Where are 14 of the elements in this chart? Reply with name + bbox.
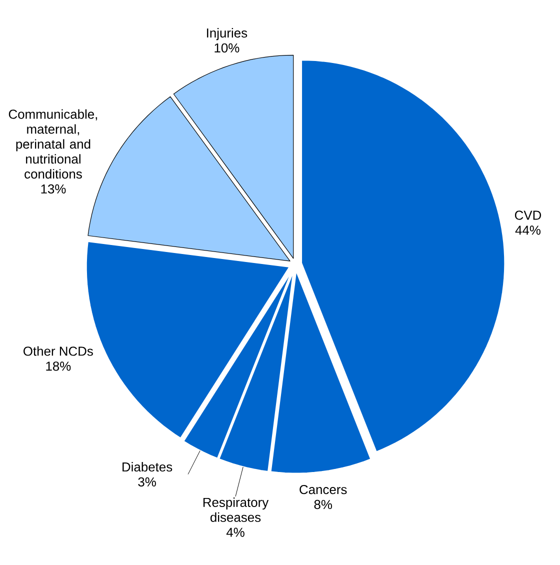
slice-label: Cancers [300, 484, 347, 494]
data-label: 13% [41, 184, 66, 194]
data-label: 44% [515, 226, 540, 235]
data-label: 18% [46, 362, 71, 371]
data-label: 10% [214, 43, 240, 53]
slice-label: Diabetes [122, 462, 172, 472]
data-label: 4% [226, 528, 244, 537]
slice-label: Respiratory diseases [203, 497, 269, 522]
slice-label: CVD [514, 210, 542, 220]
slice-label: Other NCDs [24, 346, 93, 356]
slice-label: Injuries [207, 28, 248, 40]
data-label: 3% [138, 477, 156, 486]
data-label: 8% [314, 500, 332, 510]
slice-label: Communicable, maternal, perinatal and nutritional conditions [8, 109, 98, 179]
